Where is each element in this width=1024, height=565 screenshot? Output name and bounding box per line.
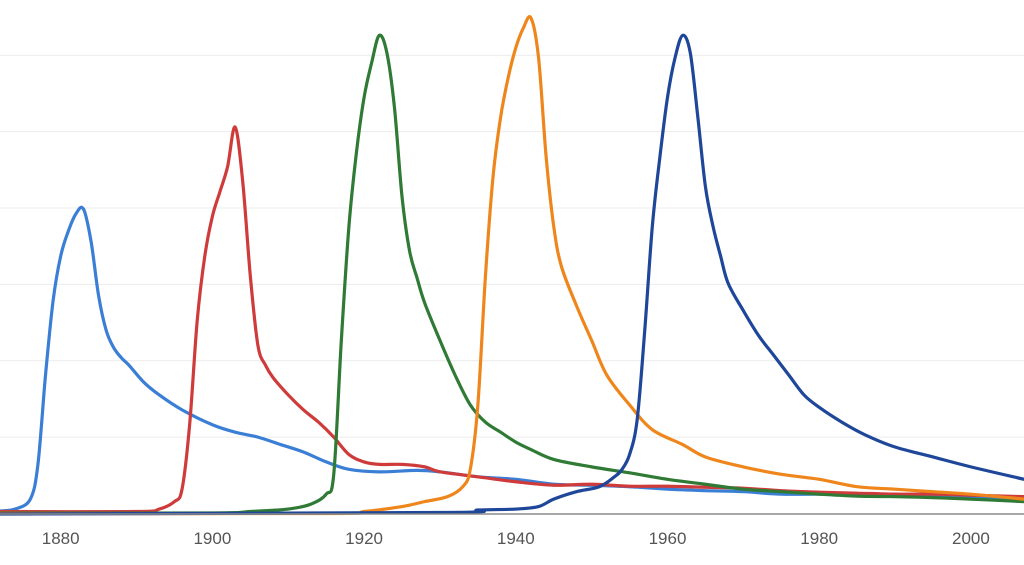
series-lines — [0, 15, 1024, 516]
series-line-3 — [0, 15, 1024, 516]
x-tick-label: 1900 — [193, 529, 231, 548]
series-line-1 — [0, 125, 1024, 514]
x-tick-label: 1940 — [497, 529, 535, 548]
x-tick-label: 2000 — [952, 529, 990, 548]
x-tick-label: 1880 — [42, 529, 80, 548]
x-tick-label: 1920 — [345, 529, 383, 548]
series-line-2 — [0, 33, 1024, 515]
series-line-0 — [0, 205, 1024, 513]
x-tick-label: 1980 — [800, 529, 838, 548]
x-tick-labels: 1880 1900 1920 1940 1960 1980 2000 — [42, 529, 990, 548]
x-tick-label: 1960 — [649, 529, 687, 548]
gridlines — [0, 54, 1024, 438]
series-line-4 — [0, 33, 1024, 516]
